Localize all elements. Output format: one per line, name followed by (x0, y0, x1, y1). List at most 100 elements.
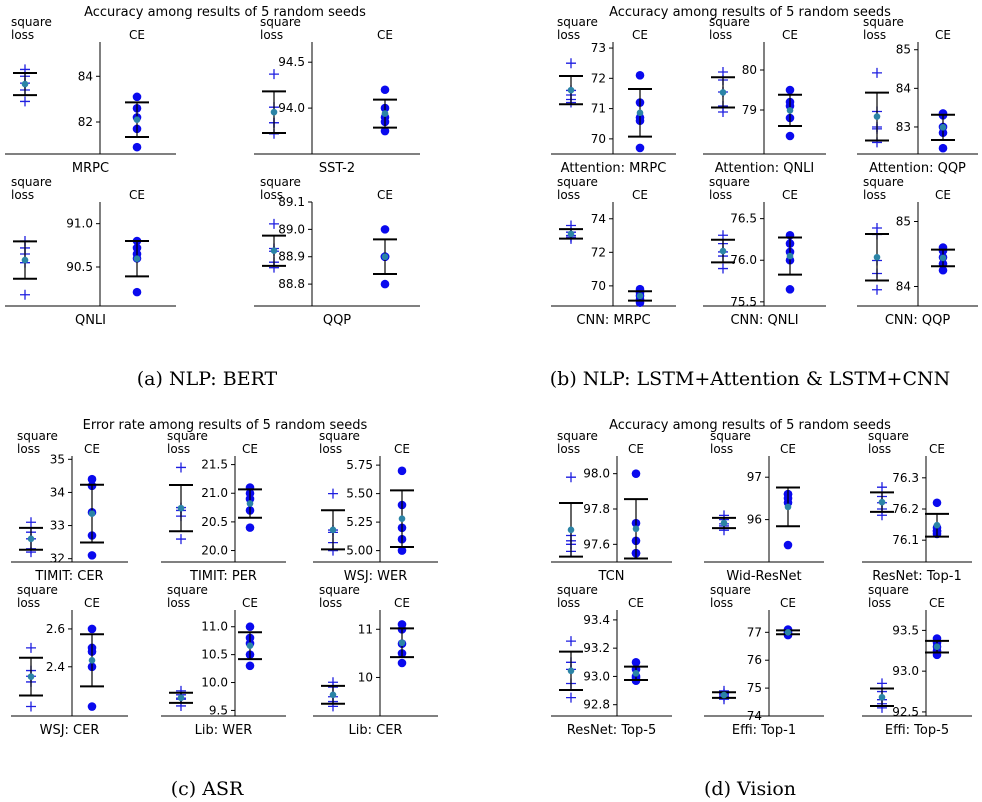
ce-mean-point (88, 657, 96, 664)
series-label-square-loss: square (710, 583, 751, 597)
square-loss-mean-point (567, 86, 575, 94)
group-title: Accuracy among results of 5 random seeds (609, 5, 891, 20)
series-label-square-loss: square (868, 583, 909, 597)
ce-mean-point (784, 629, 792, 636)
panel-label: TCN (598, 569, 625, 584)
y-tick-label: 91.0 (66, 217, 93, 231)
ce-point (380, 85, 390, 95)
y-tick-label: 5.00 (346, 544, 373, 558)
ce-point (785, 131, 795, 141)
ce-mean-point (636, 109, 644, 117)
panel-label: TIMIT: PER (189, 569, 257, 584)
panel-label: Attention: QQP (869, 161, 966, 176)
panel-label: Lib: CER (349, 723, 403, 738)
y-tick-label: 72 (591, 245, 606, 259)
series-label-square-loss: square (17, 583, 58, 597)
square-loss-point (566, 636, 576, 647)
y-tick-label: 70 (591, 279, 606, 293)
ce-mean-point (636, 292, 644, 300)
ce-point (132, 92, 142, 102)
series-label-square-loss: loss (868, 442, 891, 456)
ce-mean-point (632, 670, 640, 677)
y-tick-label: 93.2 (583, 641, 610, 655)
series-label-square-loss: square (557, 583, 598, 597)
group-title: Accuracy among results of 5 random seeds (84, 5, 366, 20)
series-label-square-loss: square (709, 15, 750, 29)
y-tick-label: 9.5 (209, 703, 228, 717)
ce-point (380, 279, 390, 289)
panel-label: SST-2 (319, 161, 355, 176)
y-tick-label: 20.0 (201, 544, 228, 558)
series-label-square-loss: square (260, 15, 301, 29)
square-loss-mean-point (567, 526, 575, 534)
square-loss-point (26, 517, 36, 528)
series-label-ce: CE (780, 442, 796, 456)
panel-label: Wid-ResNet (726, 569, 801, 584)
ce-point (245, 661, 255, 671)
y-tick-label: 92.8 (583, 698, 610, 712)
ce-point (785, 285, 795, 294)
series-label-square-loss: loss (260, 188, 283, 202)
y-tick-label: 76.1 (892, 533, 919, 547)
y-tick-label: 74 (747, 709, 762, 723)
y-tick-label: 70 (591, 132, 606, 146)
square-loss-point (718, 107, 728, 117)
y-tick-label: 76.0 (730, 253, 757, 267)
series-label-square-loss: loss (557, 596, 580, 610)
y-tick-label: 33 (50, 519, 65, 533)
series-label-square-loss: loss (863, 188, 886, 202)
panel-label: ResNet: Top-1 (872, 569, 961, 584)
square-loss-mean-point (27, 673, 35, 680)
ce-point (87, 624, 97, 634)
ce-point (132, 142, 142, 152)
y-tick-label: 11.0 (201, 620, 228, 634)
ce-mean-point (632, 525, 640, 533)
y-tick-label: 72 (591, 71, 606, 85)
panel-label: WSJ: CER (40, 723, 100, 738)
square-loss-mean-point (27, 535, 35, 543)
square-loss-mean-point (878, 693, 886, 701)
ce-point (397, 466, 407, 476)
square-loss-mean-point (720, 691, 728, 699)
square-loss-point (26, 642, 36, 653)
series-label-ce: CE (394, 596, 410, 610)
group-caption: (b) NLP: LSTM+Attention & LSTM+CNN (550, 368, 950, 390)
series-label-square-loss: square (557, 15, 598, 29)
y-tick-label: 83 (896, 120, 911, 134)
square-loss-point (328, 488, 338, 499)
series-label-square-loss: square (319, 583, 360, 597)
y-tick-label: 21.5 (201, 458, 228, 472)
series-label-ce: CE (242, 442, 258, 456)
square-loss-mean-point (270, 108, 278, 116)
square-loss-point (176, 462, 186, 473)
ce-point (783, 540, 793, 550)
ce-mean-point (939, 254, 947, 262)
y-tick-label: 5.50 (346, 487, 373, 501)
series-label-square-loss: loss (863, 28, 886, 42)
ce-point (87, 702, 97, 711)
ce-point (132, 287, 142, 297)
y-tick-label: 89.1 (278, 195, 305, 209)
ce-mean-point (786, 107, 794, 114)
panel-label: ResNet: Top-5 (567, 723, 656, 738)
y-tick-label: 94.5 (278, 55, 305, 69)
y-tick-label: 2.4 (46, 660, 65, 674)
series-label-square-loss: loss (557, 188, 580, 202)
series-label-square-loss: loss (167, 596, 190, 610)
series-label-ce: CE (632, 188, 648, 202)
ce-point (380, 126, 390, 136)
y-tick-label: 75.5 (730, 295, 757, 309)
ce-point (635, 143, 645, 153)
panel-label: CNN: QQP (885, 313, 951, 328)
y-tick-label: 88.9 (278, 250, 305, 264)
y-tick-label: 74 (591, 212, 606, 226)
ce-mean-point (133, 255, 141, 262)
ce-mean-point (133, 116, 141, 124)
ce-point (631, 469, 641, 478)
series-label-square-loss: square (11, 15, 52, 29)
ce-point (380, 225, 390, 234)
series-label-square-loss: loss (709, 28, 732, 42)
ce-point (397, 658, 407, 668)
ce-mean-point (246, 500, 254, 507)
ce-point (938, 143, 948, 153)
